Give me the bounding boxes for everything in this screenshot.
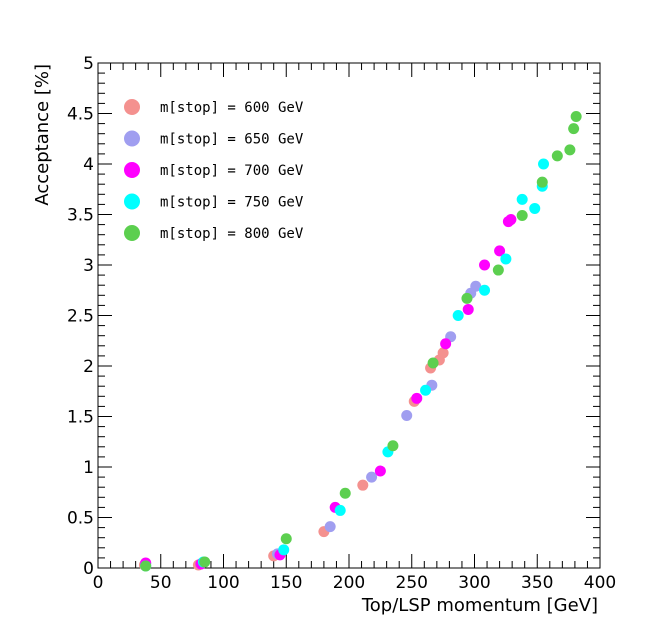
data-point-series-2 [366, 471, 378, 483]
data-point-series-4 [334, 504, 346, 516]
data-point-series-4 [420, 384, 432, 396]
x-tick-label: 300 [458, 573, 490, 593]
y-tick-label: 4.5 [67, 105, 94, 125]
x-tick-label: 400 [584, 573, 616, 593]
data-point-series-3 [440, 338, 452, 350]
legend-marker [124, 99, 140, 115]
data-point-series-2 [324, 521, 336, 533]
legend-marker [124, 193, 140, 210]
y-tick-label: 2.5 [67, 307, 94, 327]
legend-label: m[stop] = 600 GeV [160, 100, 304, 116]
data-point-series-4 [529, 202, 541, 214]
legend-label: m[stop] = 700 GeV [160, 163, 304, 179]
data-points [138, 111, 582, 572]
data-point-series-5 [568, 123, 580, 135]
data-point-series-1 [437, 347, 449, 359]
y-tick-label: 4 [83, 155, 94, 175]
data-point-series-5 [461, 292, 473, 304]
data-point-series-4 [452, 310, 464, 321]
legend-label: m[stop] = 750 GeV [160, 195, 304, 211]
data-point-series-5 [339, 487, 351, 499]
data-point-series-3 [505, 214, 517, 226]
data-point-series-4 [538, 158, 550, 170]
data-point-series-5 [199, 556, 211, 568]
x-tick-label: 0 [93, 573, 104, 593]
data-point-series-4 [479, 284, 491, 296]
data-point-series-3 [462, 303, 474, 315]
data-point-series-5 [140, 560, 152, 572]
legend-marker [124, 162, 140, 178]
data-point-series-5 [564, 144, 576, 156]
y-axis-title: Acceptance [%] [32, 64, 53, 206]
data-point-series-5 [492, 264, 504, 276]
x-tick-label: 150 [270, 573, 302, 593]
data-point-series-2 [470, 280, 482, 292]
axis-ticks [97, 62, 601, 569]
data-point-series-5 [280, 533, 292, 545]
x-tick-label: 250 [396, 573, 428, 593]
legend: m[stop] = 600 GeV m[stop] = 650 GeV m[stop… [124, 99, 304, 242]
data-point-series-3 [494, 245, 506, 257]
data-point-series-3 [479, 259, 491, 271]
y-tick-label: 3.5 [67, 206, 94, 226]
data-point-series-5 [536, 176, 548, 188]
y-tick-label: 5 [83, 54, 94, 74]
data-point-series-5 [551, 150, 563, 162]
legend-label: m[stop] = 650 GeV [160, 132, 304, 148]
y-tick-label: 1.5 [67, 408, 94, 428]
x-tick-label: 100 [207, 573, 239, 593]
x-tick-label: 200 [333, 573, 365, 593]
data-point-series-5 [570, 111, 582, 123]
y-tick-label: 0 [83, 559, 94, 579]
legend-label: m[stop] = 800 GeV [160, 226, 304, 242]
data-point-series-4 [516, 193, 528, 205]
y-tick-label: 1 [83, 458, 94, 478]
y-tick-label: 2 [83, 357, 94, 377]
data-point-series-4 [500, 253, 512, 265]
data-point-series-1 [357, 479, 369, 491]
data-point-series-3 [411, 392, 423, 404]
data-point-series-3 [374, 465, 386, 477]
x-tick-label: 50 [150, 573, 172, 593]
y-tick-label: 3 [83, 256, 94, 276]
legend-marker [124, 225, 140, 241]
data-point-series-4 [278, 544, 290, 556]
x-axis-title: Top/LSP momentum [GeV] [361, 595, 598, 616]
tick-labels: 0 50 100 150 200 250 300 350 400 0 0.5 1 1.5 2 2.5 3 3.5… [67, 54, 616, 593]
data-point-series-2 [401, 409, 413, 421]
x-tick-label: 350 [521, 573, 553, 593]
legend-marker [124, 130, 140, 147]
y-tick-label: 0.5 [67, 509, 94, 529]
data-point-series-5 [427, 357, 439, 369]
data-point-series-5 [516, 210, 528, 222]
data-point-series-5 [387, 440, 399, 452]
